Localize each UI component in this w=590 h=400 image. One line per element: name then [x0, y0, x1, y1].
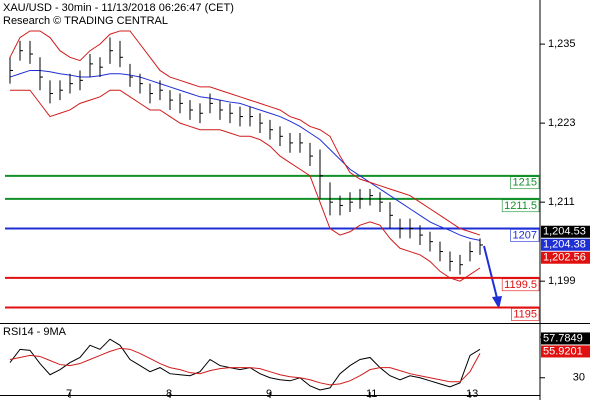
rsi-line: [9, 347, 481, 386]
forecast-arrow: [483, 245, 502, 309]
x-tick-label: 13: [466, 388, 478, 400]
indicator-line: [9, 30, 481, 236]
level-label: 1215: [513, 177, 537, 189]
last-value-badge: [541, 345, 590, 358]
last-value-badge: [541, 225, 590, 238]
last-value-label: 55.9201: [543, 345, 583, 357]
last-value-badge: [541, 238, 590, 251]
rsi-title: RSI14 - 9MA: [3, 326, 67, 338]
level-label: 1199.5: [504, 279, 537, 291]
level-label: 1195: [513, 308, 537, 320]
chart-title: XAU/USD - 30min - 11/13/2018 06:26:47 (C…: [3, 2, 234, 14]
indicator-line: [10, 89, 481, 282]
last-value-label: 1,202.56: [543, 252, 586, 264]
last-value-label: 57.7849: [543, 332, 583, 344]
level-label-box: [510, 176, 540, 190]
rsi-line: [9, 338, 481, 391]
y-tick-label: 1,199: [548, 275, 576, 287]
last-value-label: 1,204.53: [543, 226, 586, 238]
x-tick-label: 8: [166, 388, 172, 400]
level-label-box: [511, 308, 540, 321]
level-label-box: [510, 229, 540, 242]
indicator-line: [9, 69, 481, 241]
chart-subtitle: Research © TRADING CENTRAL: [3, 15, 168, 27]
x-tick-label: 11: [366, 388, 377, 400]
y-tick-label: 30: [573, 372, 585, 384]
x-tick-label: 9: [266, 388, 272, 400]
y-tick-label: 1,223: [548, 117, 576, 129]
level-label-box: [501, 278, 540, 292]
last-value-badge: [541, 251, 590, 264]
level-label: 1211.5: [504, 200, 537, 212]
last-value-badge: [541, 332, 590, 345]
last-value-label: 1,204.38: [543, 239, 586, 251]
x-tick-label: 7: [66, 388, 72, 400]
y-tick-label: 1,211: [548, 196, 575, 208]
level-label: 1207: [513, 229, 537, 241]
level-label-box: [501, 199, 540, 213]
y-tick-label: 1,235: [548, 38, 576, 50]
